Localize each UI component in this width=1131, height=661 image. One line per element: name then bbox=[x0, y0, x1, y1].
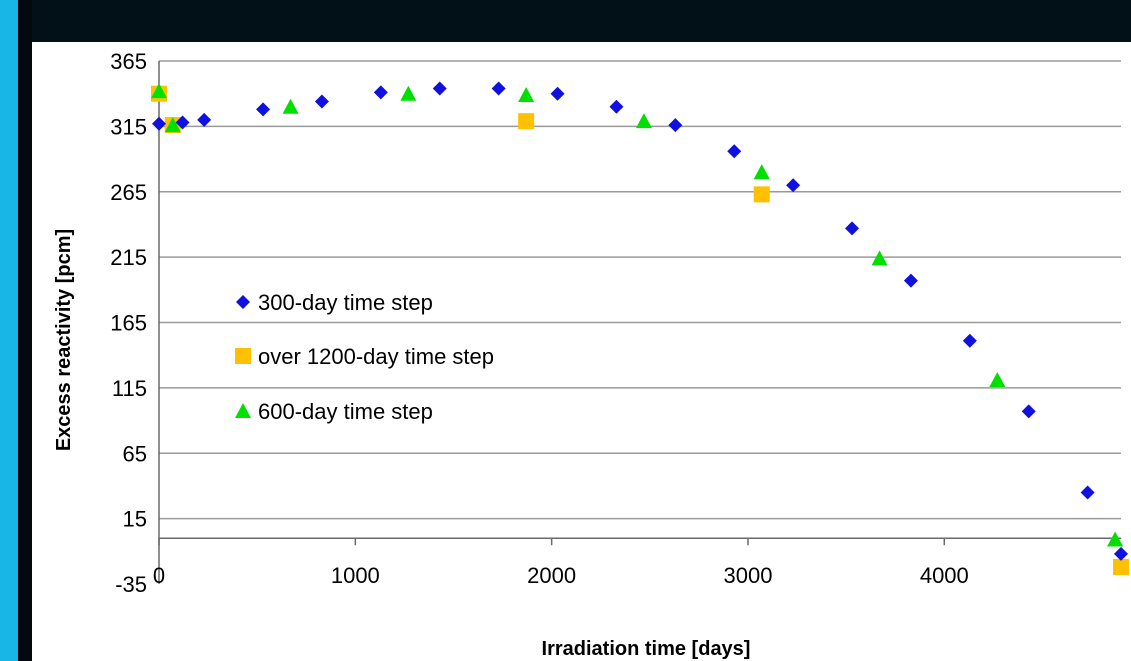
data-point bbox=[962, 333, 977, 348]
data-point bbox=[1107, 531, 1124, 547]
data-point bbox=[1114, 546, 1128, 561]
data-point bbox=[668, 118, 683, 133]
y-tick-label: 265 bbox=[110, 180, 147, 205]
x-tick-label: 4000 bbox=[920, 563, 969, 588]
data-point bbox=[609, 99, 624, 114]
data-point bbox=[197, 112, 212, 127]
y-tick-label: 115 bbox=[112, 376, 147, 401]
data-point bbox=[989, 372, 1006, 388]
accent-strip-shadow bbox=[18, 0, 32, 661]
data-point bbox=[282, 98, 299, 114]
y-tick-label: 15 bbox=[123, 507, 147, 532]
data-point bbox=[432, 81, 447, 96]
y-tick-label: 165 bbox=[110, 311, 147, 336]
data-point bbox=[1113, 559, 1129, 576]
data-point bbox=[903, 273, 918, 288]
data-point bbox=[400, 85, 417, 101]
x-tick-label: 1000 bbox=[331, 563, 380, 588]
y-tick-label: 365 bbox=[110, 49, 147, 74]
data-point bbox=[164, 117, 181, 133]
data-point bbox=[753, 164, 770, 180]
y-tick-label: 215 bbox=[110, 245, 147, 270]
data-point bbox=[373, 85, 388, 100]
data-point bbox=[845, 221, 860, 236]
x-tick-label: 3000 bbox=[724, 563, 773, 588]
data-point bbox=[314, 94, 329, 109]
data-point bbox=[550, 86, 565, 101]
data-point bbox=[753, 186, 770, 203]
data-point bbox=[151, 83, 167, 99]
legend-label: 300-day time step bbox=[258, 290, 433, 315]
data-point bbox=[1021, 404, 1036, 419]
x-tick-label: 0 bbox=[153, 563, 165, 588]
data-point bbox=[518, 113, 535, 130]
y-tick-label: -35 bbox=[115, 572, 147, 597]
legend-label: 600-day time step bbox=[258, 399, 433, 424]
data-point bbox=[871, 250, 888, 266]
x-axis-title: Irradiation time [days] bbox=[542, 638, 751, 660]
x-tick-label: 2000 bbox=[527, 563, 576, 588]
plot-panel bbox=[32, 42, 1131, 661]
data-point bbox=[256, 102, 271, 117]
data-point bbox=[786, 178, 801, 193]
data-point bbox=[1080, 485, 1095, 500]
legend-label: over 1200-day time step bbox=[258, 344, 494, 369]
data-point bbox=[727, 144, 742, 159]
legend-marker bbox=[235, 348, 251, 364]
data-point bbox=[635, 113, 652, 129]
y-axis-title: Excess reactivity [pcm] bbox=[53, 229, 75, 451]
data-point bbox=[518, 86, 535, 102]
legend-marker bbox=[236, 295, 250, 309]
accent-strip bbox=[0, 0, 18, 661]
legend-marker bbox=[235, 403, 251, 418]
data-point bbox=[491, 81, 506, 96]
data-point bbox=[175, 115, 190, 130]
y-tick-label: 315 bbox=[110, 114, 147, 139]
data-point bbox=[152, 116, 166, 131]
y-tick-label: 65 bbox=[123, 441, 147, 466]
